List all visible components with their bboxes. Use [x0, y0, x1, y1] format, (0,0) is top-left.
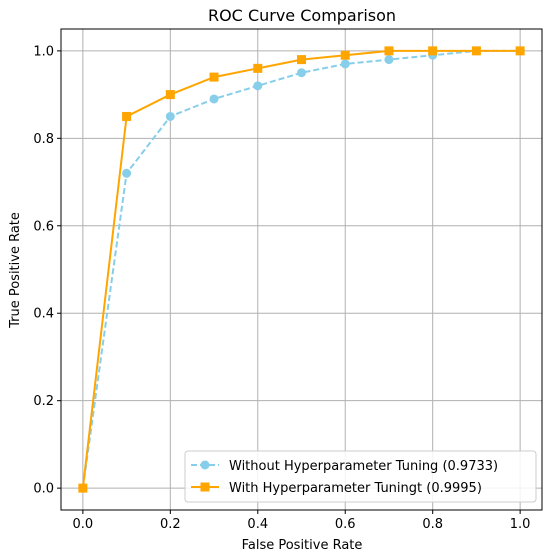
tick-layer: 0.0 0.2 0.4 0.6 0.8 1.0 0.0 0.2 0.4 0.6 0.8 1.0: [33, 44, 530, 532]
legend-marker-with-tuning: [200, 482, 210, 492]
x-tick-label-0-0: 0.0: [73, 517, 94, 532]
series-line-with-tuning: [81, 49, 521, 489]
point-with-tuning: [340, 50, 350, 60]
y-tick-label-0-8: 0.8: [33, 132, 54, 147]
point-without-tuning: [340, 59, 350, 69]
point-with-tuning: [297, 55, 306, 65]
point-with-tuning: [165, 90, 175, 100]
y-tick-label-0-0: 0.0: [33, 482, 54, 497]
point-without-tuning: [165, 111, 175, 121]
point-without-tuning: [384, 55, 394, 65]
y-tick-label-0-2: 0.2: [33, 394, 54, 409]
point-with-tuning: [471, 46, 481, 56]
point-with-tuning: [428, 46, 438, 56]
point-with-tuning: [253, 63, 263, 73]
x-tick-label-0-2: 0.2: [160, 517, 181, 532]
x-tick-label-0-6: 0.6: [335, 517, 356, 532]
point-without-tuning: [209, 94, 219, 104]
legend-label-without-tuning: Without Hyperparameter Tuning (0.9733): [229, 459, 498, 474]
point-without-tuning: [297, 68, 306, 78]
legend-box: [184, 450, 537, 503]
legend: Without Hyperparameter Tuning (0.9733) W…: [184, 450, 537, 503]
series-layer: [78, 46, 525, 493]
y-tick-label-0-4: 0.4: [33, 307, 54, 322]
chart-title: ROC Curve Comparison: [208, 6, 396, 25]
grid-lines: [61, 29, 542, 510]
point-with-tuning: [384, 46, 394, 56]
plot-frame: [60, 28, 543, 511]
point-with-tuning: [78, 483, 88, 493]
x-tick-label-0-8: 0.8: [422, 517, 443, 532]
x-axis-label: False Positive Rate: [242, 538, 363, 553]
point-without-tuning: [122, 168, 132, 178]
legend-label-with-tuning: With Hyperparameter Tuningt (0.9995): [229, 481, 482, 496]
legend-marker-without-tuning: [200, 460, 210, 470]
point-with-tuning: [122, 111, 132, 121]
x-tick-label-1-0: 1.0: [510, 517, 531, 532]
y-axis-label: True Positive Rate: [8, 212, 23, 329]
y-tick-label-1-0: 1.0: [33, 44, 54, 59]
series-line-without-tuning: [81, 49, 521, 489]
point-with-tuning: [515, 46, 525, 56]
point-with-tuning: [209, 72, 219, 82]
point-without-tuning: [253, 81, 263, 91]
y-tick-label-0-6: 0.6: [33, 219, 54, 234]
x-tick-label-0-4: 0.4: [247, 517, 268, 532]
